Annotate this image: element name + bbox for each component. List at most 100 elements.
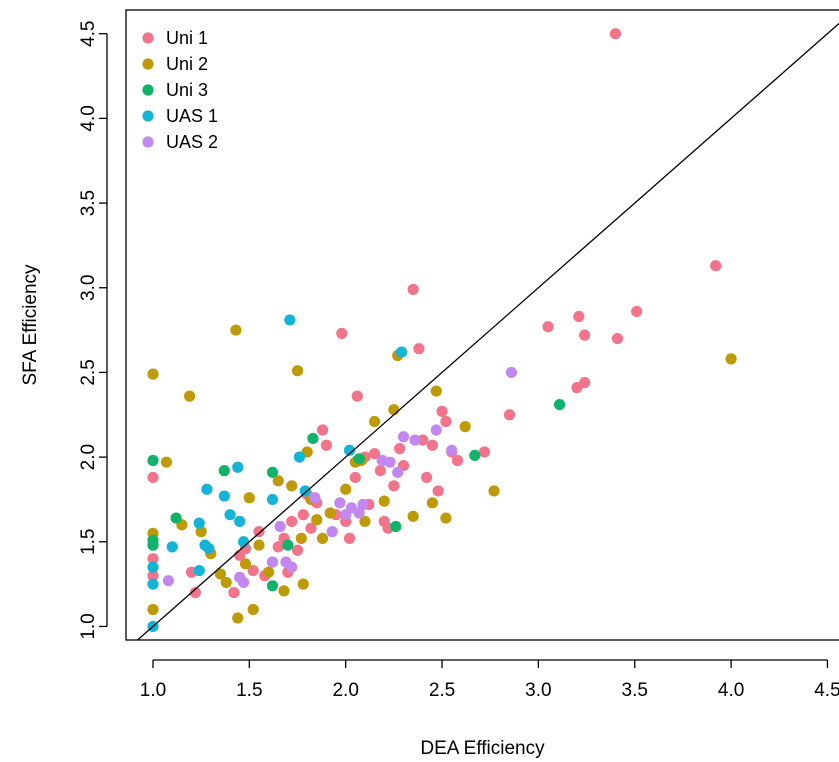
- point-uni-3: [218, 465, 230, 477]
- point-uni-2: [230, 324, 242, 336]
- point-uni-1: [336, 327, 348, 340]
- y-tick-label: 2.0: [78, 444, 99, 470]
- point-uni-1: [388, 480, 400, 492]
- point-uas-2: [162, 575, 174, 587]
- point-uas-2: [326, 526, 338, 538]
- point-uni-2: [324, 507, 336, 519]
- point-uni-1: [320, 439, 333, 451]
- point-uni-2: [459, 421, 471, 433]
- point-uas-1: [237, 536, 250, 548]
- point-uni-3: [266, 580, 279, 592]
- point-uni-1: [305, 522, 317, 534]
- point-uas-1: [166, 541, 178, 553]
- point-uas-2: [353, 507, 365, 519]
- point-uni-1: [374, 465, 386, 477]
- point-uni-1: [440, 415, 452, 428]
- point-uni-1: [316, 424, 329, 436]
- point-uni-2: [286, 480, 298, 492]
- point-uni-2: [488, 485, 500, 497]
- x-tick-label: 1.0: [140, 680, 166, 701]
- point-uni-2: [160, 456, 173, 468]
- point-uni-2: [311, 514, 323, 526]
- point-uni-3: [469, 449, 481, 462]
- point-uni-2: [278, 585, 290, 597]
- point-uni-2: [316, 532, 329, 544]
- x-tick-label: 4.5: [814, 680, 839, 701]
- x-tick-label: 4.0: [718, 680, 744, 701]
- point-uas-1: [193, 517, 205, 529]
- legend-label: UAS 1: [166, 106, 218, 126]
- x-tick-label: 1.5: [236, 680, 262, 701]
- point-uni-2: [426, 497, 438, 509]
- point-uni-2: [368, 415, 381, 428]
- point-uni-2: [340, 483, 352, 495]
- point-uni-1: [147, 471, 159, 484]
- point-uas-2: [384, 456, 396, 468]
- point-uni-2: [253, 539, 265, 551]
- point-uni-1: [351, 390, 363, 402]
- point-uni-1: [436, 405, 448, 417]
- point-uni-1: [579, 329, 591, 341]
- point-uni-2: [295, 532, 307, 544]
- point-uni-2: [147, 368, 159, 380]
- point-uni-2: [378, 495, 390, 507]
- point-uas-2: [266, 556, 279, 568]
- point-uas-1: [284, 314, 296, 326]
- point-uas-1: [147, 578, 159, 590]
- point-uni-1: [432, 485, 444, 497]
- x-axis-title: DEA Efficiency: [420, 738, 545, 759]
- point-uas-2: [334, 497, 346, 509]
- y-tick-label: 1.0: [78, 613, 99, 639]
- legend-marker: [142, 110, 154, 122]
- point-uni-1: [609, 28, 622, 40]
- point-uas-1: [203, 542, 215, 555]
- x-axis: 1.0 1.5 2.0 2.5 3.0 3.5 4.0 4.5: [140, 659, 839, 701]
- y-tick-label: 4.0: [78, 105, 99, 131]
- point-uni-2: [297, 578, 309, 590]
- point-uni-1: [394, 443, 406, 455]
- point-uni-1: [421, 471, 433, 484]
- point-uas-1: [266, 493, 279, 506]
- point-uni-2: [291, 365, 304, 377]
- point-uni-1: [407, 283, 419, 296]
- point-uni-2: [214, 568, 227, 580]
- point-uni-2: [147, 603, 159, 616]
- point-uni-1: [611, 332, 623, 345]
- point-uas-2: [274, 520, 286, 533]
- point-uas-2: [505, 366, 518, 379]
- point-uni-2: [440, 512, 452, 524]
- point-uas-2: [397, 431, 410, 443]
- point-uni-3: [170, 512, 182, 524]
- point-uas-1: [232, 461, 244, 473]
- point-uni-3: [147, 454, 159, 467]
- point-uni-2: [220, 576, 232, 589]
- point-uni-2: [232, 612, 244, 624]
- point-uni-3: [390, 520, 402, 533]
- point-uni-2: [195, 526, 207, 538]
- legend-marker: [142, 32, 154, 44]
- point-uni-3: [353, 453, 365, 465]
- y-axis-title: SFA Efficiency: [20, 264, 41, 386]
- legend-label: Uni 1: [166, 28, 208, 48]
- point-uas-2: [237, 576, 250, 589]
- legend-marker: [142, 136, 154, 148]
- point-uni-2: [239, 558, 252, 570]
- y-axis: 1.0 1.5 2.0 2.5 3.0 3.5 4.0 4.5: [78, 20, 108, 640]
- y-tick-label: 2.5: [78, 359, 99, 385]
- point-uni-1: [147, 570, 159, 582]
- point-uni-3: [266, 466, 279, 478]
- point-uas-1: [224, 509, 236, 521]
- point-uas-2: [430, 424, 442, 436]
- point-uas-2: [392, 466, 404, 478]
- point-uni-1: [478, 446, 491, 458]
- x-tick-label: 3.5: [622, 680, 648, 701]
- point-uni-1: [291, 544, 304, 556]
- point-uni-1: [413, 343, 425, 355]
- point-uas-1: [218, 490, 230, 502]
- point-uas-2: [446, 444, 458, 456]
- point-uni-1: [368, 448, 381, 460]
- point-uni-2: [183, 390, 196, 402]
- point-uas-1: [299, 485, 311, 497]
